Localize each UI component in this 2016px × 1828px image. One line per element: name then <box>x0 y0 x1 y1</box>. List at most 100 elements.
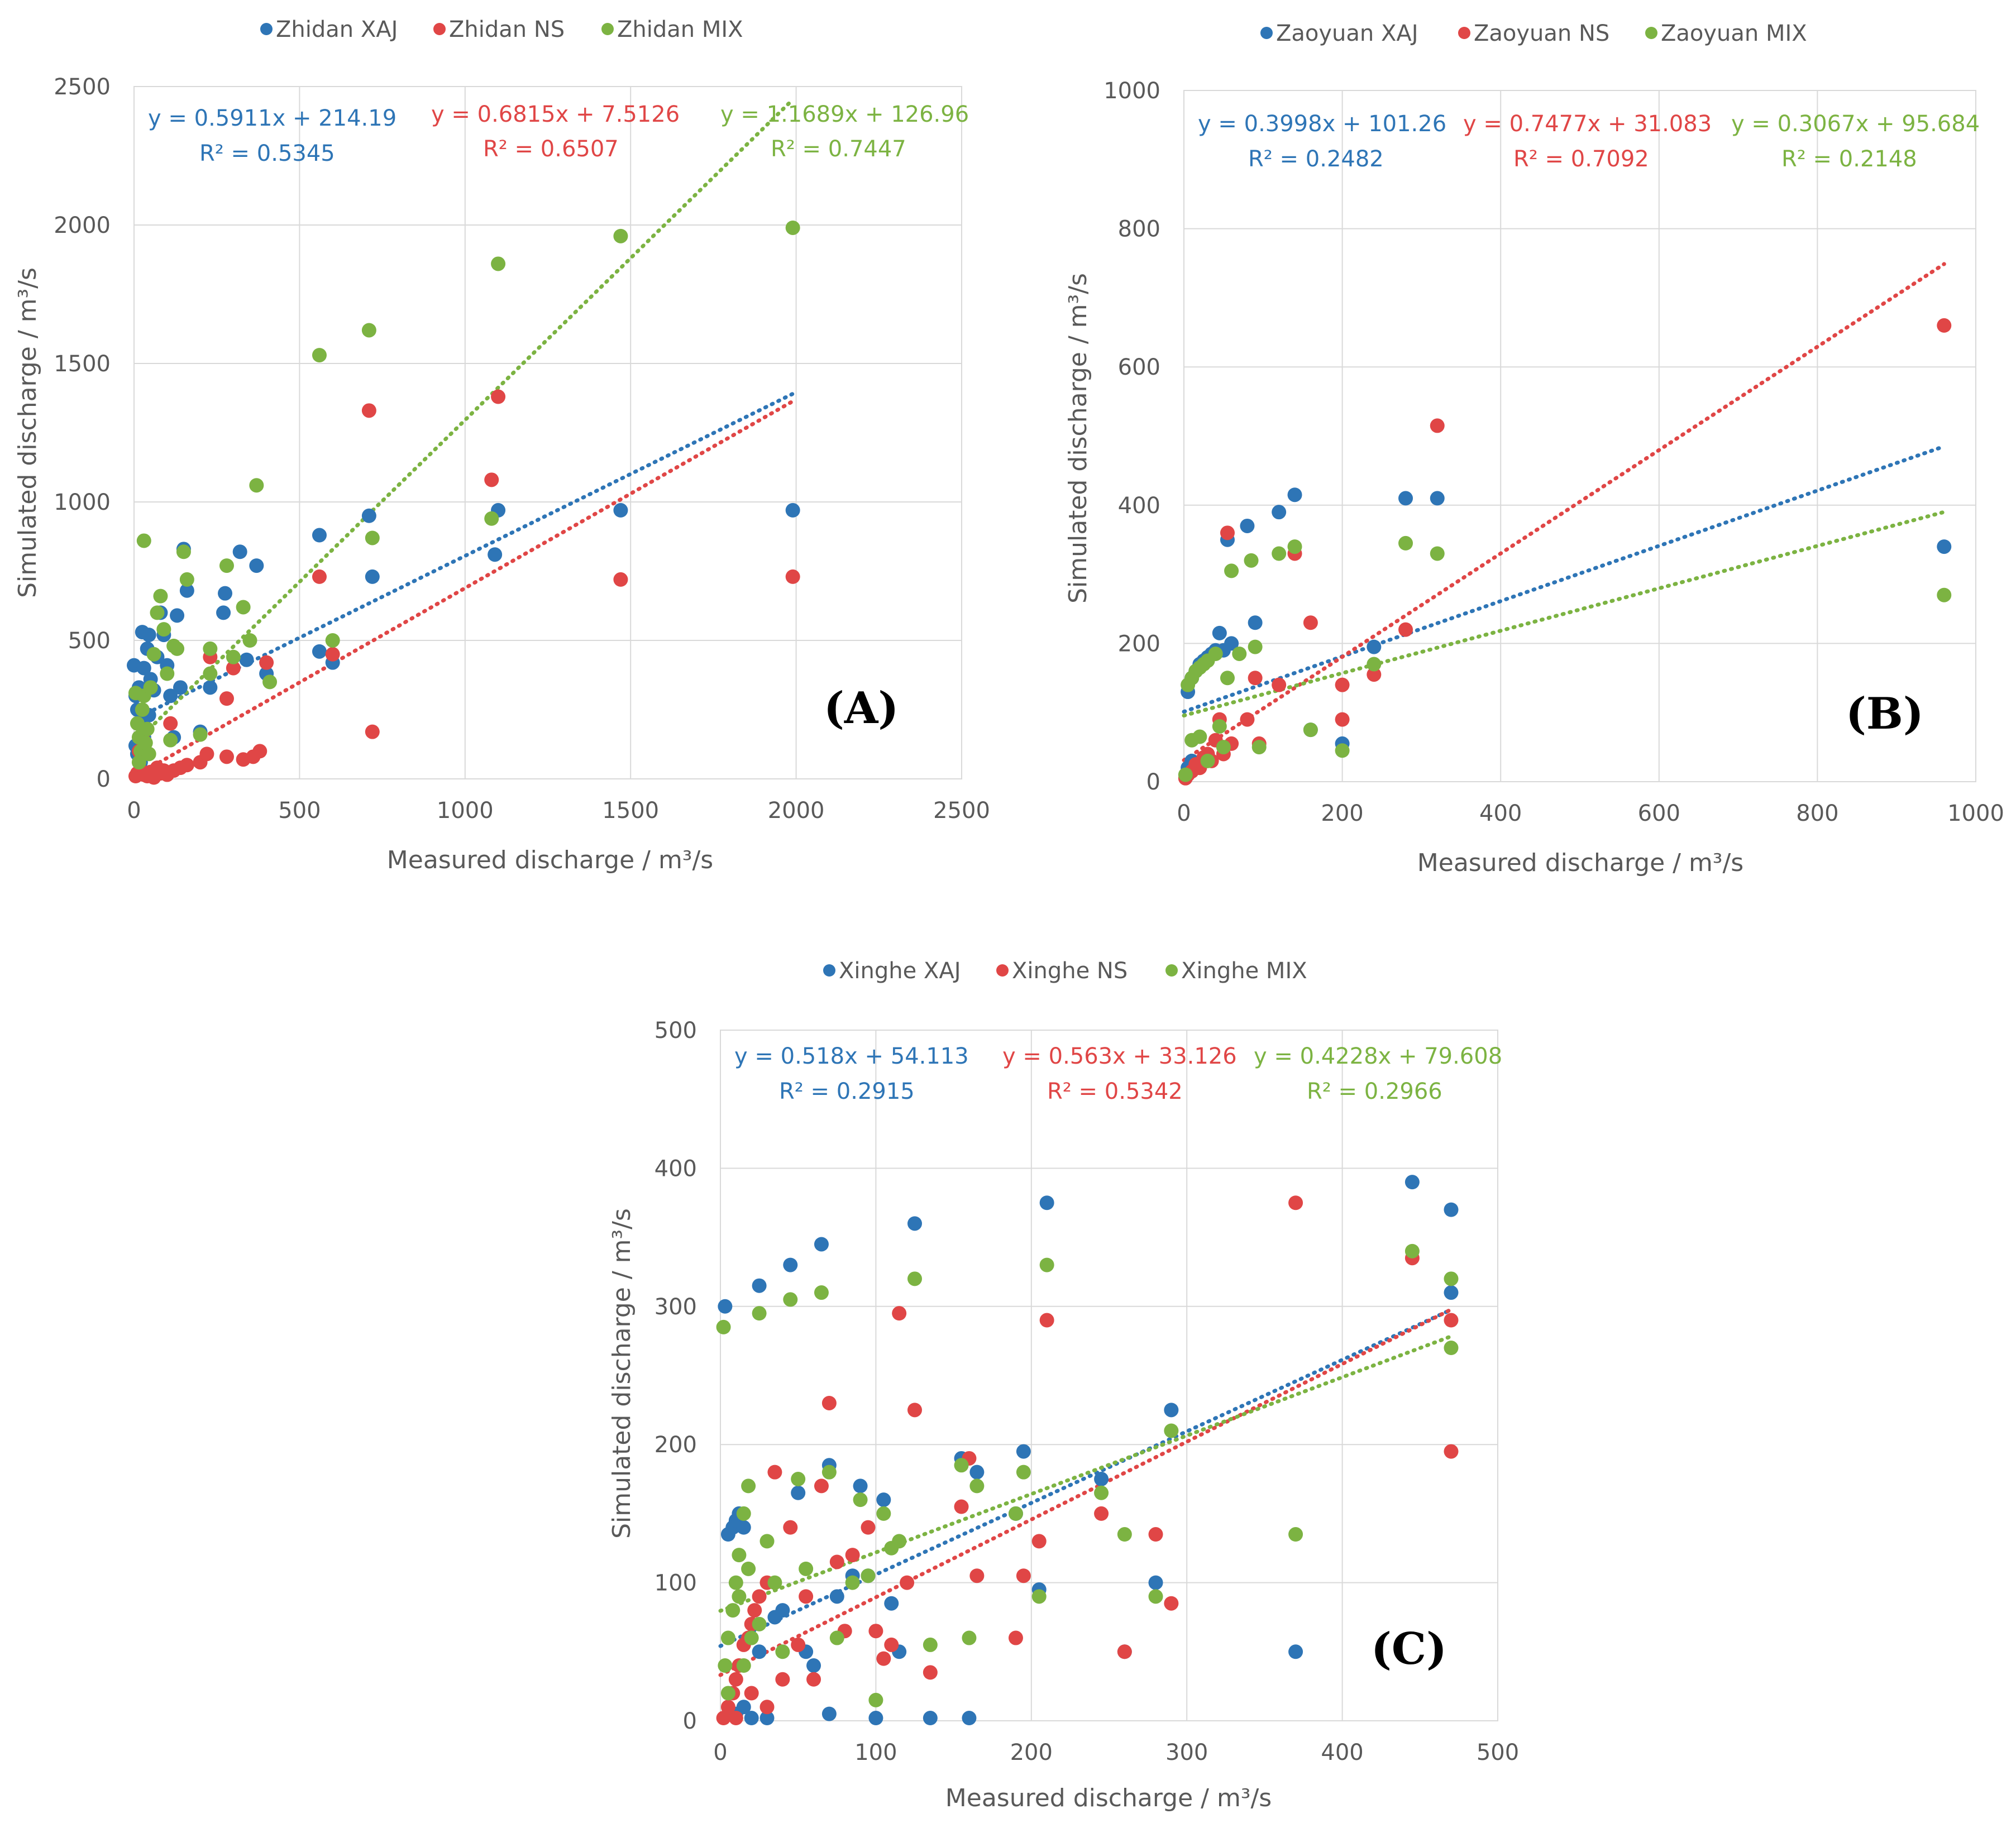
point-xaj <box>1287 487 1302 503</box>
r2-ns: R² = 0.6507 <box>483 136 619 162</box>
legend-xaj-marker <box>1260 27 1273 39</box>
point-mix <box>785 220 800 235</box>
point-mix <box>861 1568 876 1583</box>
point-ns <box>312 569 327 584</box>
x-tick-label: 400 <box>1321 1740 1363 1765</box>
point-mix <box>1117 1527 1132 1542</box>
point-mix <box>732 1589 747 1604</box>
r2-ns: R² = 0.5342 <box>1047 1079 1183 1104</box>
point-mix <box>969 1478 985 1494</box>
point-xaj <box>203 680 218 695</box>
x-tick-label: 1500 <box>602 798 659 824</box>
y-tick-label: 500 <box>655 1018 697 1044</box>
legend-xaj-label: Xinghe XAJ <box>839 958 961 984</box>
point-xaj <box>312 528 327 543</box>
y-tick-label: 500 <box>68 628 111 654</box>
point-xaj <box>1240 518 1255 533</box>
point-mix <box>484 511 499 526</box>
point-mix <box>741 1561 756 1576</box>
point-mix <box>143 680 158 695</box>
point-xaj <box>361 508 376 523</box>
point-ns <box>365 724 380 739</box>
y-axis-label: Simulated discharge / m³/s <box>1064 273 1092 604</box>
point-mix <box>150 605 165 620</box>
legend-mix-marker <box>1165 964 1178 977</box>
point-xaj <box>1212 625 1227 640</box>
point-ns <box>785 569 800 584</box>
point-mix <box>1335 743 1350 758</box>
point-mix <box>203 641 218 656</box>
r2-mix: R² = 0.2148 <box>1781 146 1917 172</box>
point-mix <box>954 1458 969 1473</box>
point-mix <box>1220 671 1235 686</box>
equation-mix: y = 0.3067x + 95.684 <box>1731 111 1980 137</box>
point-xaj <box>718 1299 733 1314</box>
point-ns <box>1248 671 1263 686</box>
point-ns <box>1367 667 1382 682</box>
point-ns <box>728 1711 743 1726</box>
point-mix <box>312 348 327 363</box>
point-xaj <box>829 1589 844 1604</box>
point-ns <box>219 749 234 764</box>
chart-a: Zhidan XAJ Zhidan NS Zhidan MIX 0 500 1000… <box>13 17 990 874</box>
point-xaj <box>868 1711 883 1726</box>
point-mix <box>179 572 194 587</box>
point-ns <box>1444 1313 1459 1328</box>
x-tick-label: 400 <box>1479 801 1522 826</box>
point-ns <box>252 744 267 759</box>
point-xaj <box>1016 1444 1031 1459</box>
point-mix <box>1212 719 1227 734</box>
x-tick-label: 200 <box>1321 801 1363 826</box>
point-mix <box>1094 1485 1109 1500</box>
point-xaj <box>1248 615 1263 630</box>
y-tick-label: 2500 <box>54 74 111 100</box>
point-mix <box>1008 1506 1023 1521</box>
chart-c: Xinghe XAJ Xinghe NS Xinghe MIX 0 100 200 3… <box>608 958 1519 1812</box>
point-mix <box>138 735 153 750</box>
point-ns <box>1937 318 1952 333</box>
point-mix <box>236 600 251 615</box>
point-ns <box>226 661 241 676</box>
point-xaj <box>806 1658 821 1673</box>
point-mix <box>716 1319 731 1334</box>
legend-xaj-label: Zaoyuan XAJ <box>1276 21 1418 46</box>
point-mix <box>1248 639 1263 654</box>
y-tick-label: 0 <box>683 1709 697 1734</box>
point-mix <box>1444 1271 1459 1286</box>
point-mix <box>791 1472 806 1487</box>
point-mix <box>135 702 150 717</box>
point-mix <box>814 1285 829 1300</box>
x-tick-label: 800 <box>1796 801 1838 826</box>
point-ns <box>1148 1527 1163 1542</box>
point-mix <box>141 746 156 762</box>
point-xaj <box>962 1711 977 1726</box>
r2-xaj: R² = 0.2482 <box>1248 146 1384 172</box>
point-ns <box>1240 712 1255 727</box>
equation-ns: y = 0.563x + 33.126 <box>1002 1044 1237 1069</box>
y-tick-label: 800 <box>1118 217 1160 242</box>
x-tick-label: 500 <box>1477 1740 1519 1765</box>
point-mix <box>1367 657 1382 672</box>
point-mix <box>176 544 191 559</box>
equation-mix: y = 0.4228x + 79.608 <box>1254 1044 1502 1069</box>
panel-label: (C) <box>1371 1624 1447 1674</box>
point-xaj <box>736 1520 751 1535</box>
point-xaj <box>179 583 194 598</box>
x-tick-label: 1000 <box>1947 801 2004 826</box>
point-mix <box>907 1271 922 1286</box>
x-tick-label: 0 <box>713 1740 727 1765</box>
y-tick-label: 100 <box>655 1571 697 1596</box>
point-mix <box>1039 1257 1054 1272</box>
point-mix <box>1430 546 1445 561</box>
point-xaj <box>1164 1403 1179 1418</box>
point-mix <box>1303 722 1318 738</box>
legend-mix-label: Zaoyuan MIX <box>1661 21 1807 46</box>
point-ns <box>716 1711 731 1726</box>
point-mix <box>1251 740 1267 755</box>
point-mix <box>1164 1423 1179 1438</box>
point-mix <box>1232 646 1247 661</box>
r2-mix: R² = 0.2966 <box>1307 1079 1442 1104</box>
plot-area <box>1183 90 1976 782</box>
point-mix <box>821 1465 837 1480</box>
point-xaj <box>759 1711 775 1726</box>
